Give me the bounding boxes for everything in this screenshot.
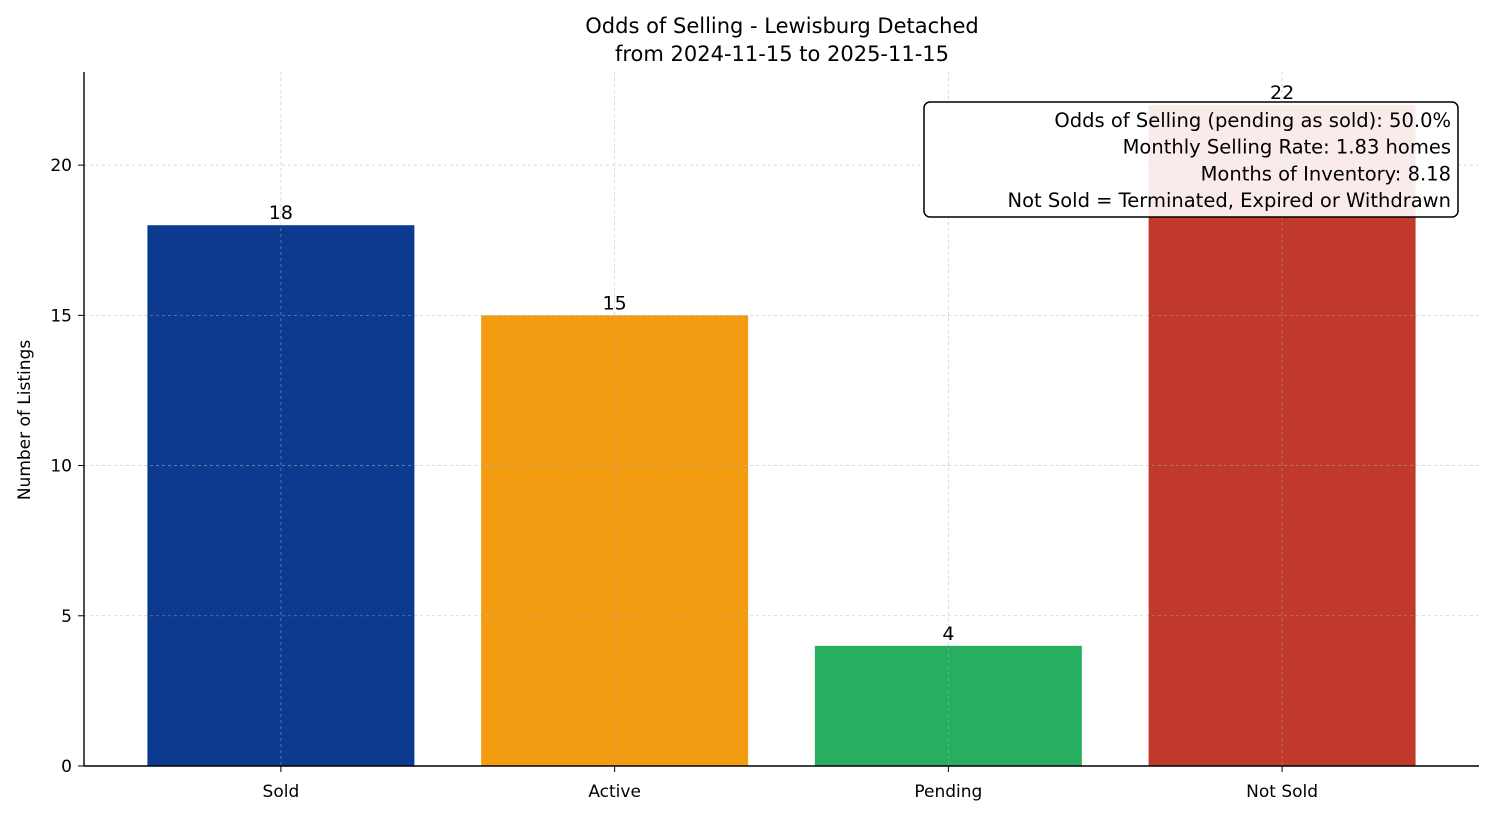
bar-sold	[147, 225, 415, 767]
data-label: 4	[942, 623, 954, 645]
data-label: 22	[1270, 82, 1294, 104]
annotation-line: Not Sold = Terminated, Expired or Withdr…	[1007, 189, 1451, 212]
bar-pending	[814, 645, 1082, 766]
annotation-line: Odds of Selling (pending as sold): 50.0%	[1054, 109, 1451, 132]
annotation-line: Months of Inventory: 8.18	[1201, 162, 1451, 185]
x-tick-label: Not Sold	[1246, 782, 1318, 802]
chart-title: Odds of Selling - Lewisburg Detached	[585, 14, 978, 38]
chart-subtitle: from 2024-11-15 to 2025-11-15	[615, 42, 949, 66]
y-tick-label: 20	[50, 156, 72, 176]
y-tick-label: 5	[61, 607, 72, 627]
y-axis-label: Number of Listings	[15, 340, 35, 500]
y-tick-label: 0	[61, 757, 72, 777]
data-label: 15	[603, 292, 627, 314]
x-tick-label: Pending	[914, 782, 982, 802]
y-tick-label: 10	[50, 457, 72, 477]
y-tick-label: 15	[50, 306, 72, 326]
data-label: 18	[269, 202, 293, 224]
annotation-box	[923, 101, 1459, 218]
x-tick-label: Active	[588, 782, 641, 802]
annotation-line: Monthly Selling Rate: 1.83 homes	[1123, 136, 1451, 159]
x-tick-label: Sold	[263, 782, 300, 802]
